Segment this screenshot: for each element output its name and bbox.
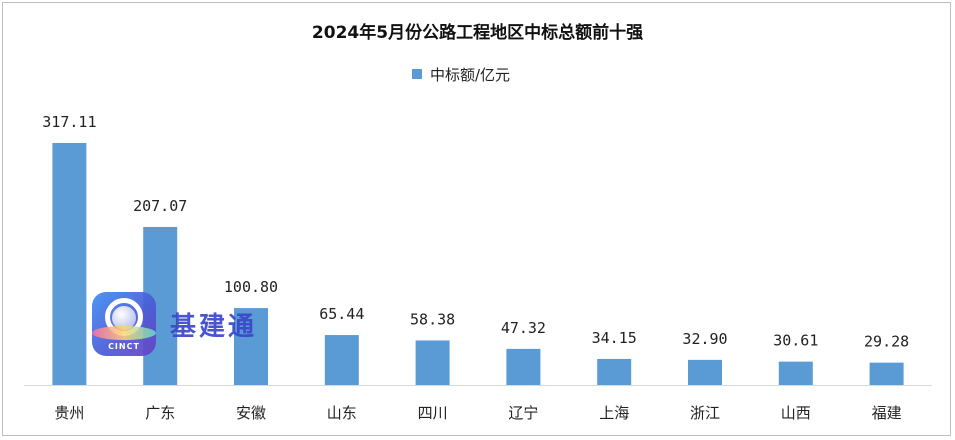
category-label-福建: 福建 bbox=[872, 404, 902, 422]
value-label-福建: 29.28 bbox=[864, 333, 909, 351]
bar-山西 bbox=[778, 361, 813, 385]
category-label-广东: 广东 bbox=[145, 404, 175, 422]
legend-label: 中标额/亿元 bbox=[430, 65, 511, 84]
value-labels-group: 317.11 207.07 100.80 65.44 58.38 47.32 34.15 32… bbox=[42, 113, 909, 351]
value-label-广东: 207.07 bbox=[133, 197, 187, 215]
value-label-山东: 65.44 bbox=[319, 305, 364, 323]
category-label-上海: 上海 bbox=[599, 404, 629, 422]
legend-swatch bbox=[412, 69, 422, 79]
category-label-山西: 山西 bbox=[781, 404, 811, 422]
bar-上海 bbox=[597, 358, 632, 385]
bar-辽宁 bbox=[506, 348, 541, 385]
bar-福建 bbox=[869, 362, 904, 385]
bar-贵州 bbox=[52, 143, 87, 385]
value-label-四川: 58.38 bbox=[410, 310, 455, 328]
chart-title: 2024年5月份公路工程地区中标总额前十强 bbox=[311, 23, 644, 43]
category-label-山东: 山东 bbox=[327, 404, 357, 422]
cinct-logo-icon: CINCT bbox=[92, 292, 156, 356]
value-label-安徽: 100.80 bbox=[224, 278, 278, 296]
bars-group bbox=[52, 143, 904, 385]
bar-安徽 bbox=[234, 308, 268, 385]
bar-浙江 bbox=[688, 359, 722, 385]
watermark: CINCT 基建通 bbox=[92, 292, 257, 356]
category-label-贵州: 贵州 bbox=[54, 404, 84, 422]
bar-四川 bbox=[415, 340, 450, 385]
legend: 中标额/亿元 bbox=[412, 64, 510, 84]
value-label-浙江: 32.90 bbox=[682, 330, 727, 348]
value-label-辽宁: 47.32 bbox=[501, 319, 546, 337]
category-labels-group: 贵州 广东 安徽 山东 四川 辽宁 上海 浙江 山西 福建 bbox=[54, 404, 901, 422]
value-label-山西: 30.61 bbox=[773, 332, 818, 350]
category-label-安徽: 安徽 bbox=[236, 404, 266, 422]
brand-text: 基建通 bbox=[170, 311, 258, 342]
value-label-贵州: 317.11 bbox=[42, 113, 96, 131]
category-label-辽宁: 辽宁 bbox=[508, 404, 538, 422]
logo-text: CINCT bbox=[108, 342, 140, 351]
category-label-浙江: 浙江 bbox=[690, 404, 720, 422]
bar-山东 bbox=[324, 335, 359, 385]
category-label-四川: 四川 bbox=[418, 404, 448, 422]
value-label-上海: 34.15 bbox=[592, 329, 637, 347]
